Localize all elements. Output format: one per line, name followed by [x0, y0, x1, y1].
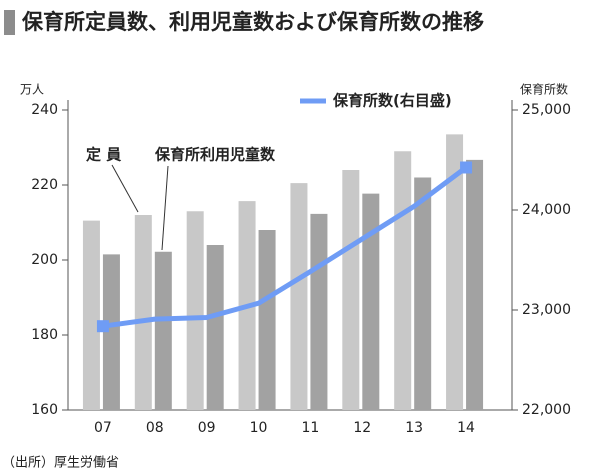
x-tick-label: 11 — [302, 420, 320, 436]
bar — [82, 220, 100, 410]
annotation: 定 員 — [86, 146, 121, 164]
y-tick-label: 240 — [31, 102, 58, 118]
bar — [258, 230, 276, 410]
y2-axis-unit: 保育所数 — [520, 82, 568, 97]
x-tick-label: 10 — [250, 420, 268, 436]
y-tick-label: 180 — [31, 327, 58, 343]
bar — [206, 245, 224, 410]
line-marker — [96, 320, 109, 333]
y-tick-label: 220 — [31, 177, 58, 193]
y2-tick-label: 25,000 — [522, 102, 571, 118]
y2-tick-label: 23,000 — [522, 302, 571, 318]
x-tick-label: 12 — [353, 420, 371, 436]
legend-label: 保育所数(右目盛) — [332, 92, 452, 110]
bar — [154, 251, 172, 410]
annotation: 保育所利用児童数 — [154, 146, 276, 164]
bar — [446, 134, 464, 410]
annotation-leader — [161, 165, 169, 251]
line-marker — [460, 161, 473, 174]
x-tick-label: 07 — [94, 420, 112, 436]
source: （出所）厚生労働省 — [2, 456, 119, 471]
chart-title: 保育所定員数、利用児童数および保育所数の推移 — [21, 10, 484, 34]
y-tick-label: 200 — [31, 252, 58, 268]
bar — [342, 170, 360, 410]
y2-tick-label: 22,000 — [522, 402, 571, 418]
x-tick-label: 13 — [405, 420, 423, 436]
bar — [134, 215, 152, 410]
bar — [394, 151, 412, 410]
y-tick-label: 160 — [31, 402, 58, 418]
bar — [310, 213, 328, 410]
x-tick-label: 09 — [198, 420, 216, 436]
annotation-leader — [111, 164, 139, 213]
bar — [414, 177, 432, 410]
bar — [466, 159, 484, 410]
bar — [186, 211, 204, 410]
x-tick-label: 14 — [457, 420, 475, 436]
bar — [290, 183, 308, 410]
bar — [362, 193, 380, 410]
y-axis-unit: 万人 — [20, 83, 44, 97]
title-marker — [4, 10, 15, 35]
x-tick-label: 08 — [146, 420, 164, 436]
bar — [102, 254, 120, 410]
y2-tick-label: 24,000 — [522, 202, 571, 218]
line — [102, 165, 468, 329]
